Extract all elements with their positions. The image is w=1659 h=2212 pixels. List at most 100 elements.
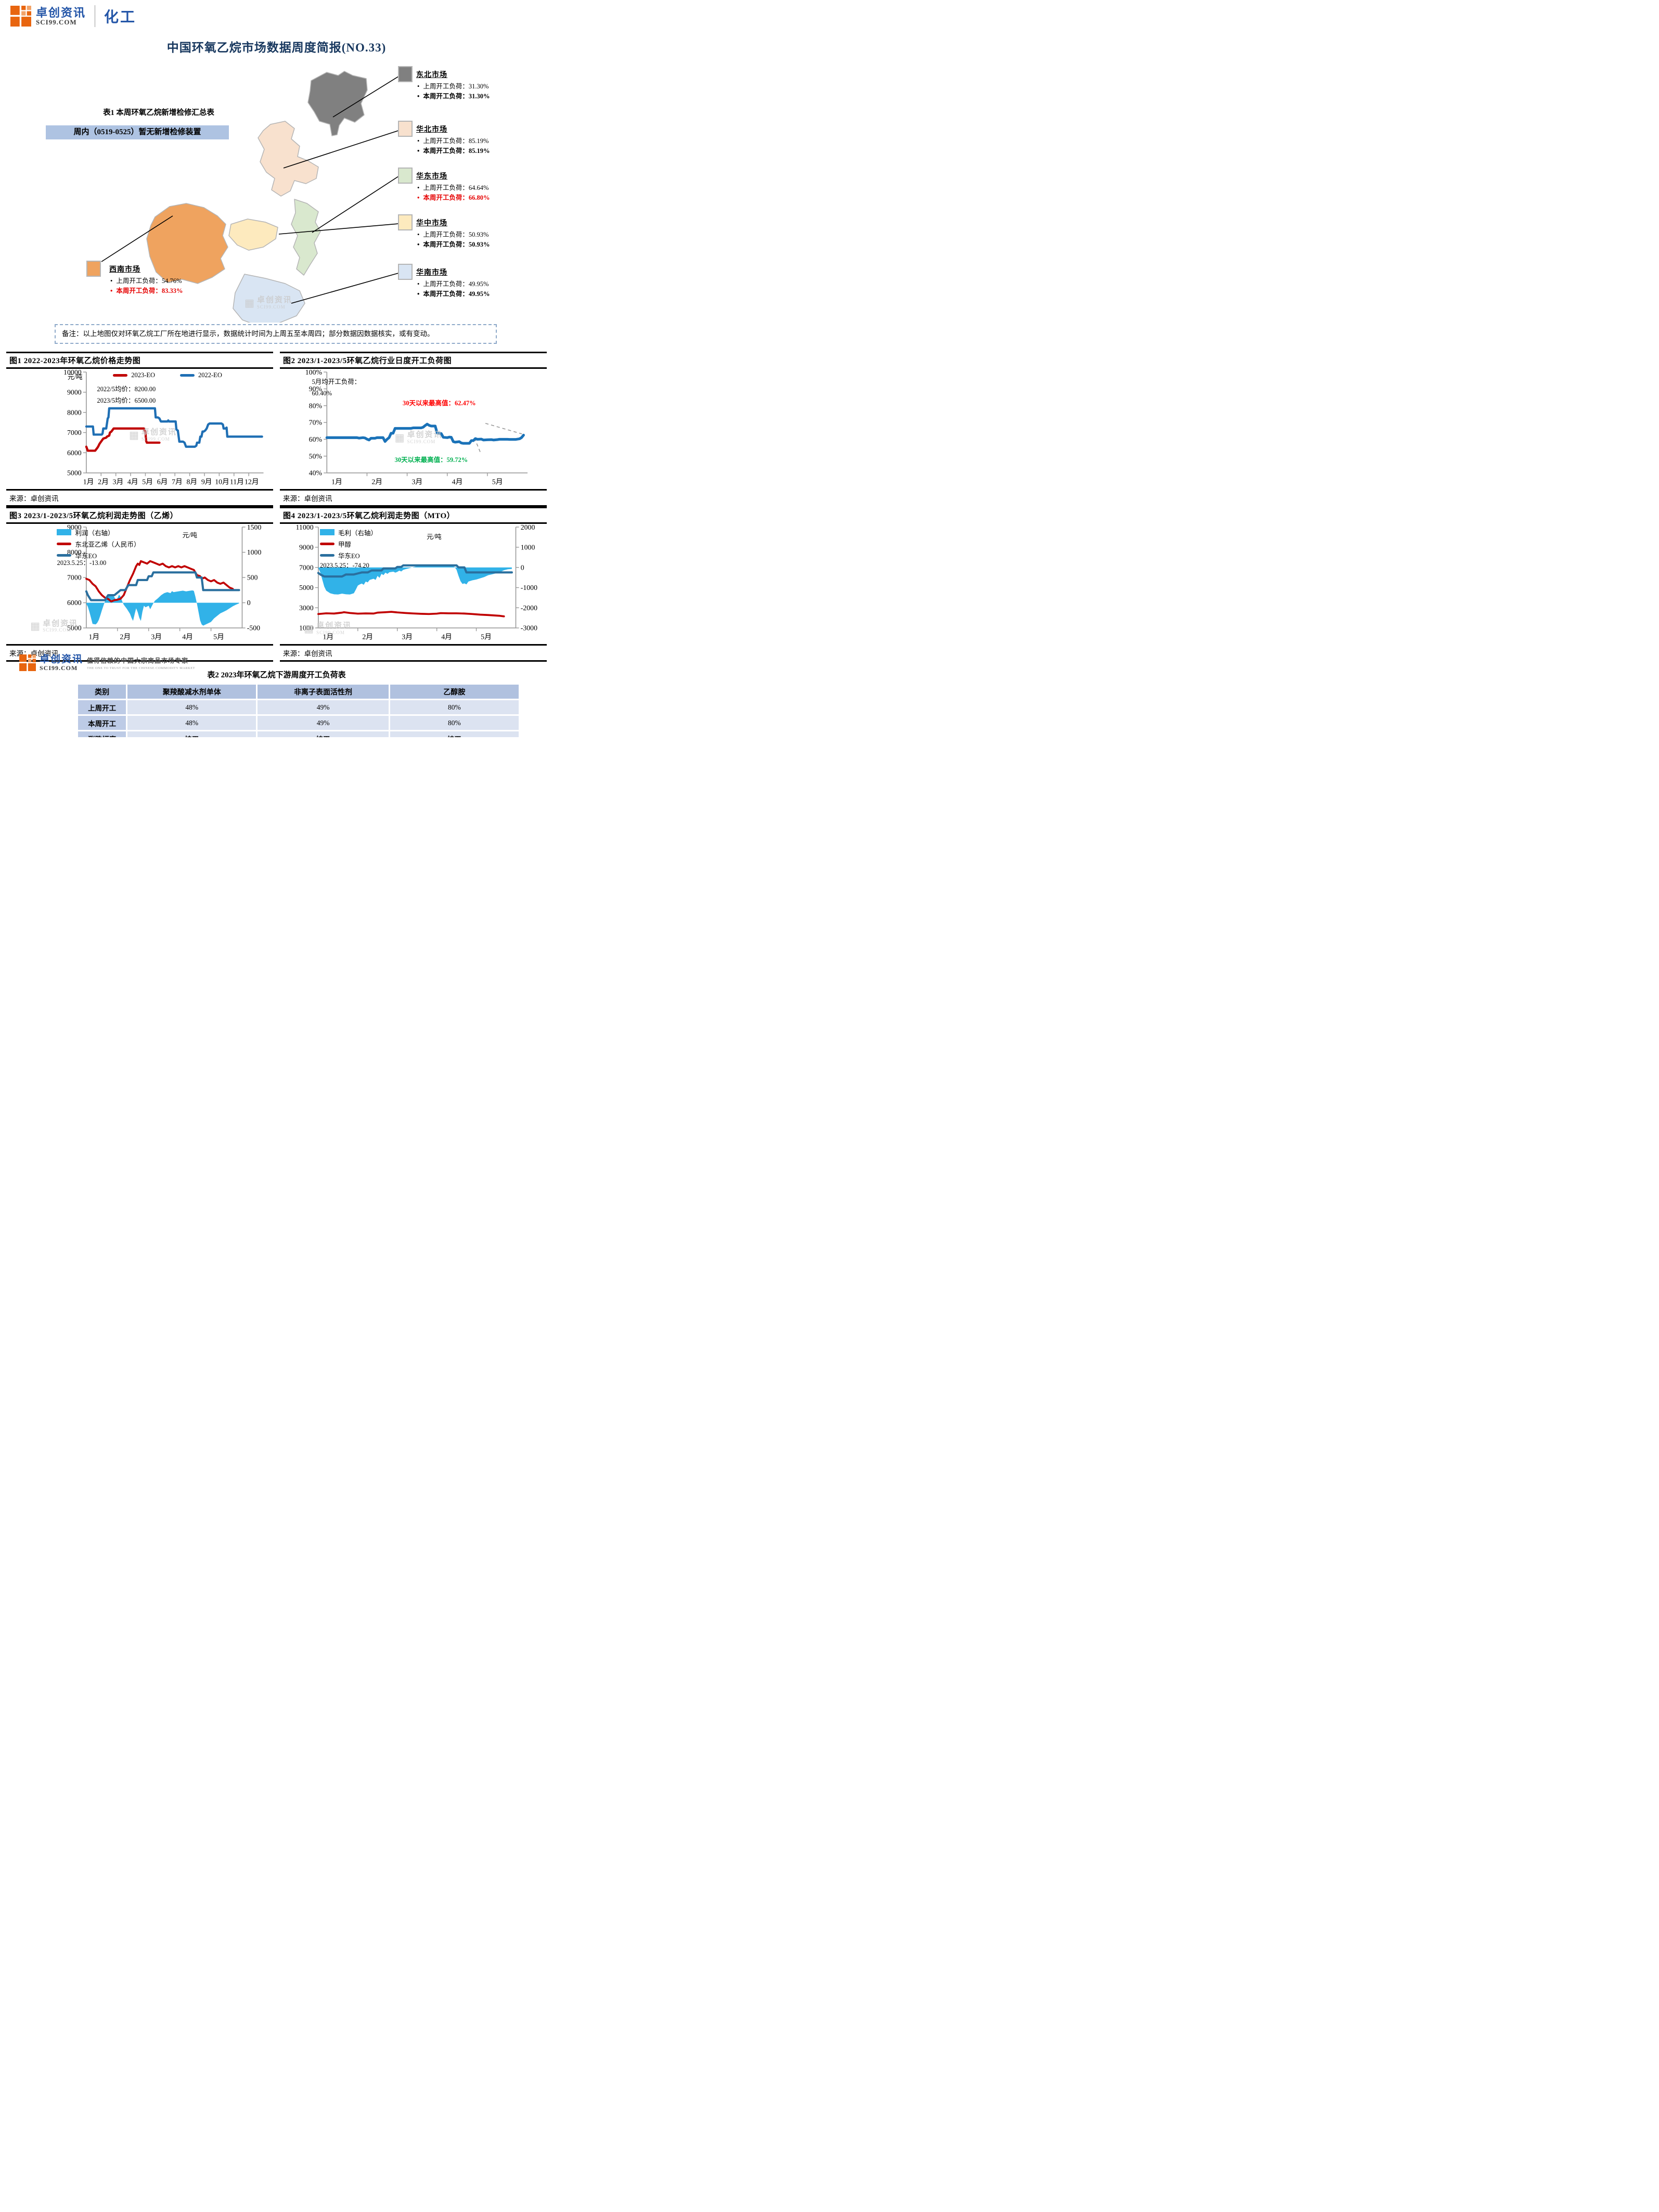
svg-text:2月: 2月: [98, 478, 109, 486]
market-label-south: 华南市场 • 上周开工负荷：49.95% • 本周开工负荷：49.95%: [416, 269, 490, 298]
svg-text:1月: 1月: [88, 633, 99, 640]
table-row: 涨跌幅度 持平 持平 持平: [78, 731, 519, 737]
figure3-title: 图3 2023/1-2023/5环氧乙烷利润走势图（乙烯）: [9, 511, 178, 520]
watermark: ▦ 卓创资讯 SCI99.COM: [394, 431, 443, 444]
svg-text:8月: 8月: [186, 478, 197, 486]
legend-item: 华东EO: [319, 550, 377, 560]
header: 卓创资讯 SCI99.COM 化工 中国环氧乙烷市场数据周度简报(NO.33): [0, 0, 553, 58]
figure4-legend: 毛利（右轴） 甲醇 华东EO: [319, 528, 377, 560]
report-page: 卓创资讯 SCI99.COM 化工 中国环氧乙烷市场数据周度简报(NO.33): [0, 0, 553, 737]
svg-text:3月: 3月: [402, 633, 413, 640]
figure2-source: 来源：卓创资讯: [283, 494, 332, 503]
svg-text:1月: 1月: [331, 478, 342, 486]
svg-text:2月: 2月: [371, 478, 382, 486]
swatch-southwest: [86, 261, 101, 277]
footer: 卓创资讯 SCI99.COM 值得信赖的中国大宗商品市场专家 THE ONE T…: [0, 652, 553, 683]
brand-logo: 卓创资讯 SCI99.COM 化工: [10, 5, 136, 27]
svg-text:5000: 5000: [299, 584, 314, 591]
figure1-block: 图1 2022-2023年环氧乙烷价格走势图 10000 9000 8000 7000…: [6, 352, 273, 507]
svg-text:11000: 11000: [296, 524, 314, 531]
svg-text:5000: 5000: [67, 624, 82, 632]
svg-text:-500: -500: [247, 624, 260, 632]
svg-text:9000: 9000: [67, 524, 82, 531]
figure2-high-annotation: 30天以来最高值：62.47%: [402, 400, 476, 407]
svg-text:4月: 4月: [182, 633, 193, 640]
svg-text:80%: 80%: [309, 402, 323, 409]
figure1-legend: 2023-EO 2022-EO: [113, 371, 222, 379]
charts-grid: 图1 2022-2023年环氧乙烷价格走势图 10000 9000 8000 7000…: [6, 352, 547, 662]
svg-text:8000: 8000: [67, 408, 82, 416]
legend-item: 毛利（右轴）: [319, 528, 377, 537]
figure4-source: 来源：卓创资讯: [283, 649, 332, 658]
svg-text:-1000: -1000: [521, 584, 537, 591]
svg-text:5月: 5月: [142, 478, 153, 486]
market-label-southwest: 西南市场 • 上周开工负荷：54.76% • 本周开工负荷：83.33%: [109, 266, 183, 295]
legend-item: 2023-EO: [113, 371, 155, 379]
figure1-chart: 10000 9000 8000 7000 6000 5000 1月 2月 3月 4月 5月 6月 7月 8…: [6, 369, 273, 489]
svg-text:-2000: -2000: [521, 604, 537, 612]
svg-text:2000: 2000: [521, 524, 535, 531]
table-row: 本周开工 48% 49% 80%: [78, 716, 519, 730]
figure2-block: 图2 2023/1-2023/5环氧乙烷行业日度开工负荷图 100% 90% 80%…: [280, 352, 547, 507]
svg-text:7000: 7000: [299, 563, 314, 571]
figure2-avg-annotation: 5月均开工负荷： 60.40%: [312, 378, 361, 397]
svg-text:60%: 60%: [309, 435, 323, 443]
brand-department: 化工: [104, 9, 137, 25]
figure1-unit-label: 元/吨: [67, 373, 83, 381]
svg-text:11月: 11月: [230, 478, 244, 486]
svg-text:5月: 5月: [213, 633, 224, 640]
watermark: ▦ 卓创资讯 SCI99.COM: [245, 296, 292, 310]
brand-name: 卓创资讯: [40, 654, 84, 665]
svg-text:10000: 10000: [63, 369, 82, 376]
svg-text:6000: 6000: [67, 449, 82, 457]
svg-text:3月: 3月: [151, 633, 162, 640]
svg-text:6000: 6000: [67, 599, 82, 607]
watermark: ▦ 卓创资讯 SCI99.COM: [30, 619, 79, 633]
market-label-northeast: 东北市场 • 上周开工负荷：31.30% • 本周开工负荷：31.30%: [416, 71, 490, 100]
brand-domain: SCI99.COM: [36, 18, 77, 26]
svg-text:7000: 7000: [67, 574, 82, 582]
svg-text:1月: 1月: [323, 633, 333, 640]
downstream-load-table: 类别 聚羧酸减水剂单体 非离子表面活性剂 乙醇胺 上周开工 48% 49% 80…: [76, 683, 520, 737]
svg-text:100%: 100%: [305, 369, 323, 376]
svg-text:7月: 7月: [172, 478, 183, 486]
svg-text:4月: 4月: [441, 633, 452, 640]
legend-item: 华东EO: [57, 550, 140, 560]
table2-title: 表2 2023年环氧乙烷下游周度开工负荷表: [207, 671, 346, 679]
svg-text:5月: 5月: [492, 478, 503, 486]
svg-text:4月: 4月: [127, 478, 138, 486]
svg-text:5月: 5月: [481, 633, 492, 640]
figure4-title: 图4 2023/1-2023/5环氧乙烷利润走势图（MTO）: [283, 511, 455, 520]
map-note: 备注：以上地图仅对环氧乙烷工厂所在地进行显示，数据统计时间为上周五至本周四；部分…: [55, 324, 497, 344]
figure3-latest-annotation: 2023.5.25：-13.00: [57, 559, 107, 567]
legend-item: 甲醇: [319, 539, 377, 549]
sci99-logo-icon: [19, 654, 36, 671]
maintenance-notice: 周内（0519-0525）暂无新增检修装置: [46, 125, 229, 139]
svg-text:3000: 3000: [299, 604, 314, 612]
market-label-central: 华中市场 • 上周开工负荷：50.93% • 本周开工负荷：50.93%: [416, 220, 490, 249]
svg-text:6月: 6月: [157, 478, 168, 486]
china-map-section: 表1 本周环氧乙烷新增检修汇总表 周内（0519-0525）暂无新增检修装置 东…: [0, 60, 553, 344]
svg-text:3月: 3月: [113, 478, 124, 486]
svg-text:2月: 2月: [362, 633, 373, 640]
svg-text:0: 0: [521, 563, 524, 571]
figure4-block: 图4 2023/1-2023/5环氧乙烷利润走势图（MTO） 11000 9000…: [280, 506, 547, 662]
region-north: [258, 121, 319, 197]
figure3-block: 图3 2023/1-2023/5环氧乙烷利润走势图（乙烯） 9000 8000 70…: [6, 506, 273, 662]
footer-logo: 卓创资讯 SCI99.COM 值得信赖的中国大宗商品市场专家 THE ONE T…: [19, 654, 195, 672]
svg-text:7000: 7000: [67, 429, 82, 436]
svg-text:0: 0: [247, 599, 251, 607]
region-northeast: [307, 71, 368, 136]
svg-text:50%: 50%: [309, 452, 323, 460]
region-central: [228, 218, 278, 251]
figure2-plot: 100% 90% 80% 70% 60% 50% 40% 1月 2月 3月 4月 5月: [305, 369, 528, 486]
swatch-north: [398, 121, 413, 137]
legend-item: 东北亚乙烯（人民币）: [57, 539, 140, 549]
figure3-unit-label: 元/吨: [182, 532, 198, 539]
legend-item: 2022-EO: [180, 371, 222, 379]
watermark-grid-icon: ▦: [245, 297, 254, 309]
swatch-east: [398, 168, 413, 184]
svg-text:70%: 70%: [309, 419, 323, 427]
watermark: ▦ 卓创资讯 SCI99.COM: [304, 622, 352, 635]
